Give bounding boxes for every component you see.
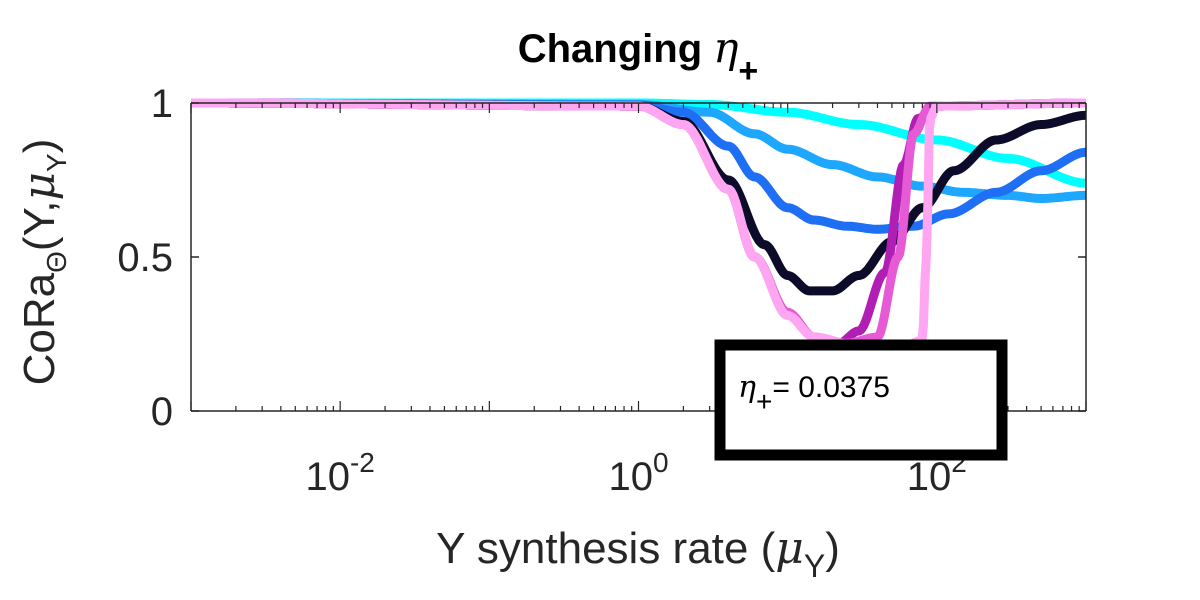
- ylabel-symbol: μ: [14, 172, 65, 201]
- x-tick-base: 10: [608, 455, 653, 499]
- ylabel-symbol-subscript: Y: [41, 153, 72, 172]
- ylabel-subscript: Θ: [41, 251, 72, 273]
- x-tick-exponent: -2: [350, 447, 375, 478]
- x-tick-label: 100: [608, 447, 668, 499]
- y-tick-label: 0.5: [117, 236, 173, 280]
- annotation: η+= 0.0375: [714, 339, 1008, 461]
- annotation-value: = 0.0375: [772, 371, 890, 404]
- annotation-box: [714, 339, 1008, 461]
- xlabel-suffix: ): [825, 524, 840, 573]
- annotation-subscript: +: [756, 386, 772, 417]
- y-tick-label: 1: [151, 82, 173, 126]
- ylabel-prefix: CoRa: [15, 272, 64, 385]
- title-subscript: +: [738, 52, 758, 90]
- y-axis-label: CoRaΘ(Y,μY): [14, 139, 72, 386]
- xlabel-symbol: μ: [775, 523, 804, 574]
- x-tick-exponent: 0: [653, 447, 669, 478]
- title-prefix: Changing: [518, 27, 714, 71]
- title-symbol: η: [713, 23, 738, 72]
- y-tick-label: 0: [151, 390, 173, 434]
- x-tick-label: 10-2: [305, 447, 374, 499]
- x-axis-label: Y synthesis rate (μY): [436, 523, 840, 584]
- annotation-symbol: η: [738, 370, 756, 405]
- x-tick-base: 10: [305, 455, 350, 499]
- ylabel-middle: (Y,: [15, 201, 64, 252]
- chart-title: Changing η+: [518, 23, 759, 90]
- x-tick-base: 10: [907, 455, 952, 499]
- annotation-text: η+= 0.0375: [738, 370, 890, 417]
- xlabel-prefix: Y synthesis rate (: [436, 524, 775, 573]
- xlabel-subscript: Y: [804, 548, 825, 584]
- ylabel-suffix: ): [15, 139, 64, 154]
